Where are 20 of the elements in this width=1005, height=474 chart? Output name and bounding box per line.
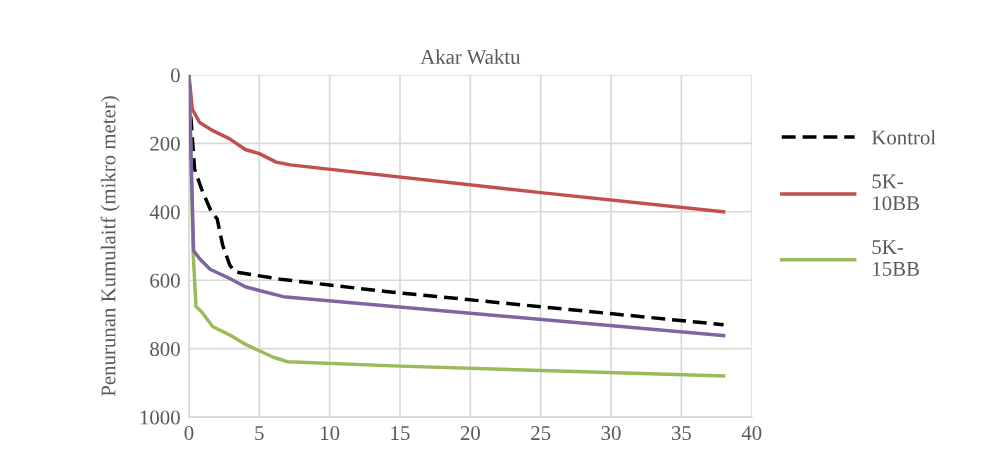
x-tick-label: 5 — [255, 426, 264, 441]
x-tick-label: 40 — [741, 426, 762, 441]
y-tick-label: 600 — [150, 273, 180, 288]
y-tick-label: 800 — [150, 342, 180, 357]
x-tick-label: 25 — [531, 426, 551, 441]
x-tick-label: 20 — [460, 426, 480, 441]
y-tick-label: 1000 — [140, 410, 180, 425]
x-tick-label: 30 — [601, 426, 621, 441]
y-axis-title: Penurunan Kumulaitf (mikro meter) — [100, 96, 120, 397]
x-tick-label: 35 — [671, 426, 691, 441]
legend-label: 5K-10BB — [872, 174, 919, 211]
y-tick-label: 200 — [150, 136, 180, 151]
x-tick-label: 15 — [391, 426, 410, 441]
x-tick-label: 0 — [184, 426, 194, 441]
y-tick-label: 0 — [170, 68, 180, 83]
x-tick-label: 10 — [321, 426, 340, 441]
legend-label: 5K-15BB — [872, 240, 919, 276]
legend-label: Kontrol — [871, 129, 936, 145]
chart-title: Akar Waktu — [420, 49, 521, 65]
y-tick-label: 400 — [149, 205, 180, 220]
